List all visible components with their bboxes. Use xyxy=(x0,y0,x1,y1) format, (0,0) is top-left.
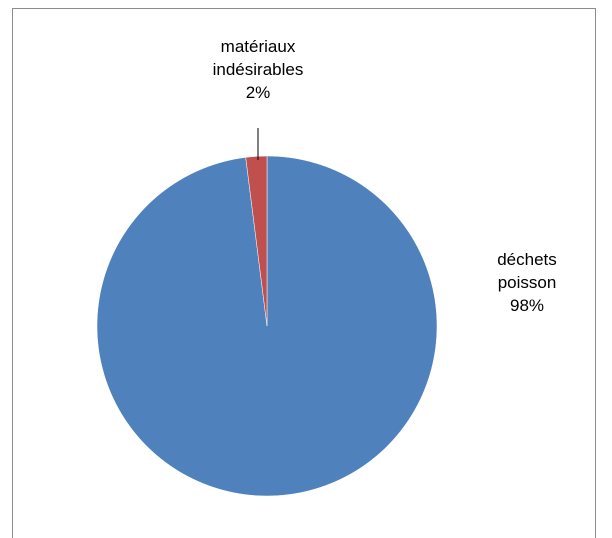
slice-category: matériaux indésirables xyxy=(212,37,304,79)
slice-value: 2% xyxy=(245,83,271,102)
slice-label: matériaux indésirables 2% xyxy=(198,35,318,104)
slice-label: déchets poisson 98% xyxy=(477,248,577,317)
chart-frame xyxy=(12,8,596,538)
slice-value: 98% xyxy=(509,296,545,315)
pie-slice xyxy=(245,155,268,327)
slice-category: déchets poisson xyxy=(497,250,557,292)
